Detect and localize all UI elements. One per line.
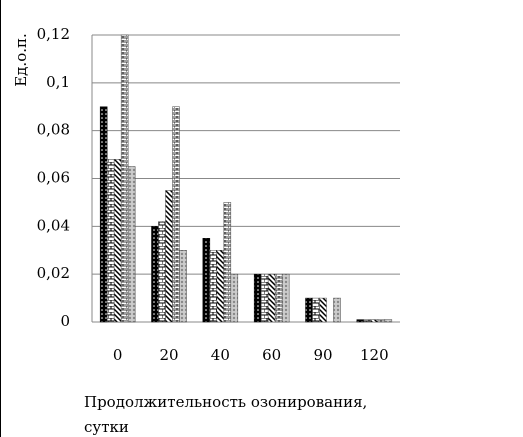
bar (377, 319, 386, 323)
x-tick-label: 0 (113, 346, 123, 364)
bar (305, 297, 313, 323)
bar (151, 226, 159, 323)
y-tick-label: 0,1 (46, 73, 70, 91)
bar (267, 273, 276, 323)
bar (260, 273, 269, 323)
bar (223, 202, 232, 323)
bar (106, 159, 115, 323)
bar (172, 106, 180, 323)
bar (333, 297, 341, 323)
bar (158, 221, 166, 323)
bar (370, 319, 379, 323)
x-tick-label: 20 (159, 346, 178, 364)
y-tick-label: 0,04 (37, 216, 70, 234)
x-axis-title-line: сутки (84, 418, 129, 436)
bar (281, 273, 290, 323)
x-axis-title-line: Продолжительность озонирования, (84, 393, 367, 411)
bar (179, 250, 187, 323)
bar (202, 238, 211, 323)
bar (230, 273, 239, 323)
bar (312, 297, 320, 323)
y-tick-label: 0,02 (37, 264, 70, 282)
x-axis-title: Продолжительность озонирования, сутки (84, 393, 367, 436)
x-tick-label: 60 (262, 346, 281, 364)
x-tick-label: 120 (360, 346, 389, 364)
bar (165, 190, 173, 323)
bar (253, 273, 262, 323)
bar (356, 319, 365, 323)
bar (319, 297, 327, 323)
bar (384, 319, 393, 323)
bar (363, 319, 372, 323)
bar (274, 273, 283, 323)
x-tick-label: 40 (211, 346, 230, 364)
bar (99, 106, 108, 323)
y-tick-label: 0,06 (37, 169, 70, 187)
bar (113, 159, 122, 323)
bar (120, 34, 129, 323)
y-tick-label: 0,08 (37, 121, 70, 139)
y-axis-title: Ед.о.п. (12, 33, 30, 87)
y-tick-label: 0 (60, 312, 70, 330)
bar (209, 250, 218, 323)
x-tick-label: 90 (313, 346, 332, 364)
y-tick-label: 0,12 (37, 25, 70, 43)
bar (127, 166, 136, 323)
bar (216, 250, 225, 323)
